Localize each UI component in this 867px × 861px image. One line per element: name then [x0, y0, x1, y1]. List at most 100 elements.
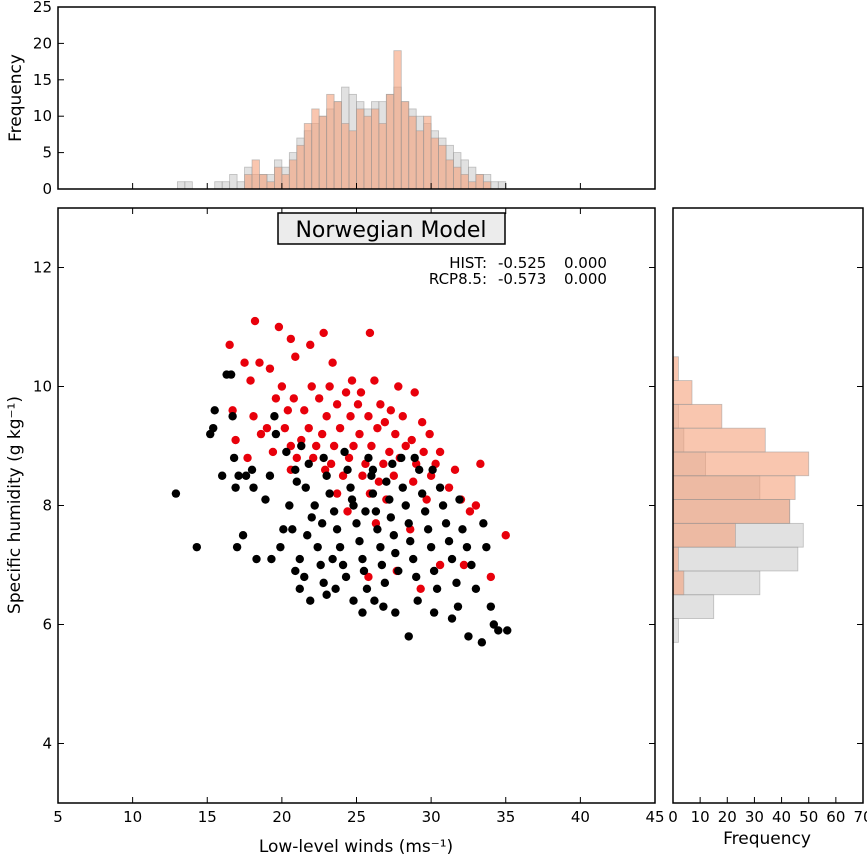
- point-rcp-4: [365, 328, 375, 338]
- x-tick-label-35: 35: [496, 808, 515, 826]
- stat-r-hist: -0.525: [498, 254, 546, 272]
- top-bar-rcp-41: [482, 181, 492, 190]
- top-bar-rcp-27: [378, 123, 387, 190]
- point-hist-6: [226, 370, 236, 379]
- top-y-tick-label-20: 20: [33, 34, 52, 52]
- point-rcp-49: [231, 435, 240, 445]
- top-histogram: 0 5 10 15 20 25 Frequency: [6, 0, 656, 198]
- chart-title: Norwegian Model: [295, 218, 486, 243]
- point-hist-80: [426, 542, 436, 552]
- point-hist-98: [494, 626, 503, 635]
- point-rcp-60: [435, 447, 445, 457]
- point-rcp-90: [343, 507, 352, 516]
- point-rcp-58: [401, 441, 410, 451]
- point-hist-45: [319, 453, 328, 463]
- point-hist-51: [355, 537, 364, 546]
- point-hist-38: [322, 471, 331, 480]
- top-bar-hist-43: [497, 181, 507, 190]
- y-tick-label-12: 12: [33, 259, 52, 277]
- point-rcp-9: [291, 352, 300, 361]
- scatter-xticks: 5 10 15 20 25 30 35 40 45: [53, 208, 665, 826]
- top-bar-hist-5: [214, 181, 223, 190]
- point-rcp-56: [367, 441, 376, 451]
- point-hist-23: [297, 441, 306, 451]
- point-hist-82: [432, 584, 442, 593]
- point-hist-92: [467, 560, 476, 570]
- point-rcp-80: [409, 477, 418, 486]
- point-hist-33: [316, 560, 325, 570]
- point-rcp-52: [297, 435, 306, 445]
- stat-p-hist: 0.000: [564, 254, 607, 272]
- point-hist-110: [331, 584, 340, 593]
- right-histogram: 0 10 20 30 40 50 60 70 Frequency: [668, 207, 867, 849]
- point-rcp-19: [341, 388, 351, 397]
- top-bar-rcp-14: [281, 174, 290, 190]
- right-bar-rcp-2: [672, 570, 685, 596]
- x-axis-label: Low-level winds (ms⁻¹): [259, 837, 453, 857]
- point-rcp-95: [435, 560, 445, 570]
- top-bar-rcp-24: [356, 108, 365, 190]
- point-hist-81: [429, 566, 439, 576]
- point-hist-94: [479, 519, 488, 528]
- point-hist-29: [310, 501, 319, 510]
- point-rcp-50: [256, 429, 266, 439]
- point-rcp-16: [277, 382, 287, 391]
- right-x-tick-label-0: 0: [668, 808, 678, 826]
- right-bar-rcp-5: [672, 499, 791, 524]
- point-hist-19: [265, 471, 275, 480]
- point-rcp-53: [312, 441, 321, 451]
- top-y-tick-label-25: 25: [33, 0, 52, 16]
- point-hist-72: [404, 519, 413, 528]
- point-hist-112: [306, 596, 315, 605]
- point-hist-31: [303, 531, 312, 540]
- point-hist-42: [335, 542, 345, 552]
- point-hist-109: [349, 596, 358, 605]
- top-y-tick-label-0: 0: [42, 180, 52, 198]
- point-hist-127: [317, 519, 327, 528]
- scatter-points: [171, 316, 512, 647]
- point-hist-111: [322, 590, 331, 599]
- point-hist-126: [328, 554, 337, 564]
- top-bar-hist-6: [221, 181, 231, 190]
- x-tick-label-25: 25: [347, 808, 366, 826]
- top-histogram-ylabel: Frequency: [6, 54, 26, 142]
- right-histogram-xticks: 0 10 20 30 40 50 60 70: [668, 267, 867, 826]
- point-hist-106: [379, 602, 388, 611]
- point-hist-117: [238, 531, 248, 540]
- point-rcp-97: [486, 572, 496, 582]
- point-hist-12: [249, 483, 258, 492]
- point-hist-71: [401, 501, 410, 510]
- point-hist-78: [420, 507, 430, 516]
- point-hist-99: [503, 626, 512, 635]
- point-hist-48: [346, 483, 355, 492]
- point-rcp-47: [407, 435, 416, 445]
- point-hist-1: [192, 542, 202, 552]
- right-bar-rcp-10: [672, 380, 693, 405]
- point-hist-74: [409, 554, 418, 564]
- point-rcp-36: [380, 418, 390, 427]
- point-hist-15: [252, 554, 261, 564]
- top-bar-rcp-33: [423, 115, 432, 190]
- point-hist-47: [343, 465, 352, 474]
- point-hist-24: [292, 477, 301, 486]
- point-hist-107: [370, 596, 379, 605]
- point-hist-101: [464, 632, 473, 641]
- point-rcp-12: [347, 376, 357, 385]
- point-hist-63: [382, 477, 391, 486]
- point-rcp-73: [476, 459, 485, 469]
- x-tick-label-45: 45: [645, 808, 664, 826]
- point-hist-17: [270, 412, 279, 421]
- point-rcp-72: [450, 465, 460, 474]
- point-hist-95: [482, 542, 491, 552]
- top-bar-rcp-34: [430, 137, 439, 190]
- point-rcp-14: [394, 382, 403, 391]
- right-x-tick-label-30: 30: [745, 808, 764, 826]
- stat-label-rcp: RCP8.5:: [429, 270, 487, 288]
- point-rcp-57: [385, 447, 394, 457]
- point-rcp-26: [353, 400, 363, 409]
- point-hist-61: [377, 560, 387, 570]
- point-rcp-96: [459, 560, 469, 570]
- point-rcp-54: [329, 441, 339, 451]
- point-hist-66: [389, 531, 399, 540]
